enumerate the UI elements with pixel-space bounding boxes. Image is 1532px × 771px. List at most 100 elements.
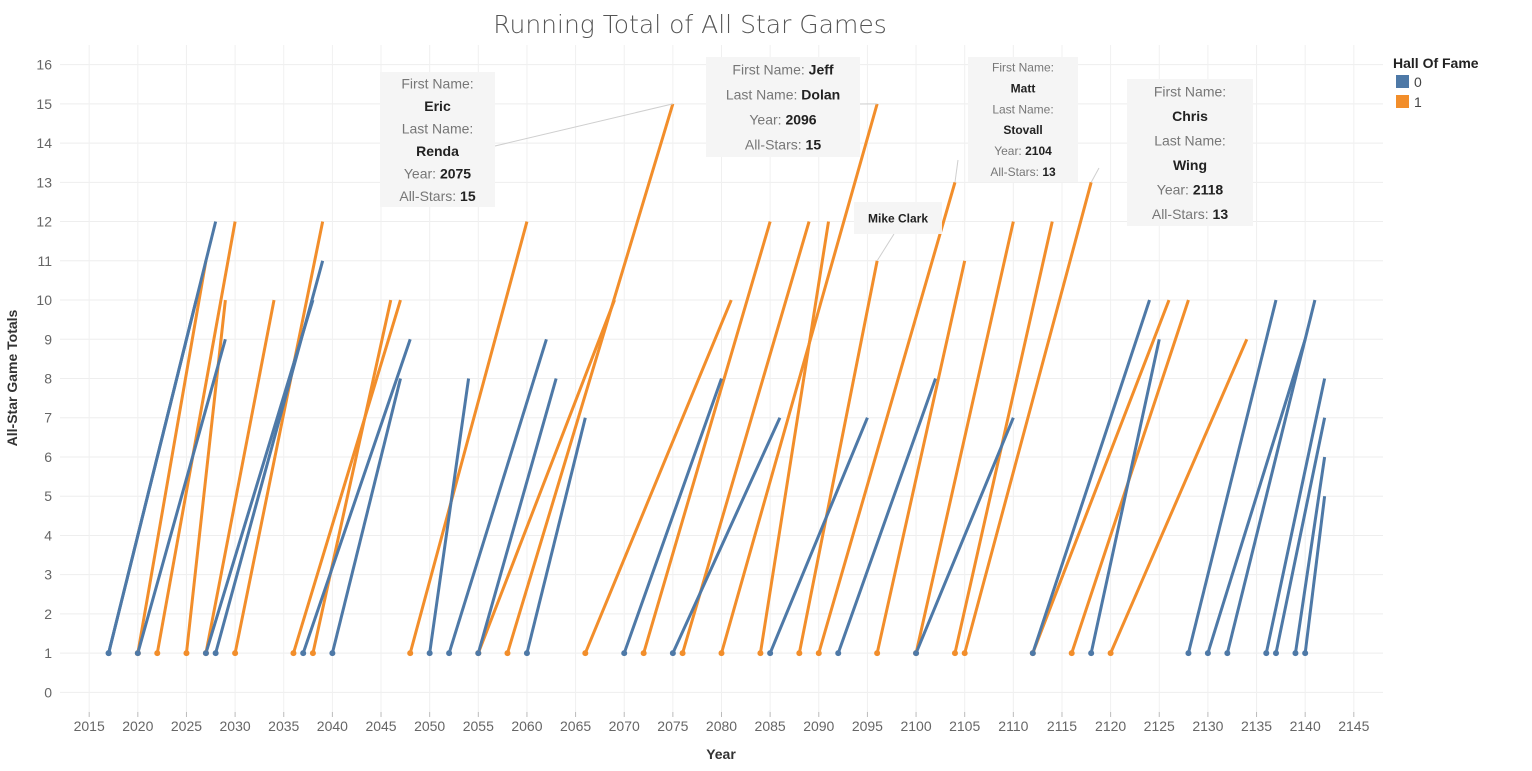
x-tick-label: 2100 bbox=[900, 718, 931, 734]
series-line bbox=[914, 417, 1015, 654]
y-axis-label: All-Star Game Totals bbox=[4, 309, 20, 446]
series-line bbox=[506, 103, 675, 654]
series-line bbox=[720, 103, 879, 654]
annotation-line: Last Name: bbox=[992, 102, 1053, 116]
x-tick-label: 2125 bbox=[1144, 718, 1175, 734]
y-tick-label: 3 bbox=[44, 567, 52, 583]
y-tick-label: 1 bbox=[44, 645, 52, 661]
x-tick-label: 2075 bbox=[657, 718, 688, 734]
series-point bbox=[951, 650, 958, 657]
series-point bbox=[504, 650, 511, 657]
series-line bbox=[204, 299, 315, 654]
series-point bbox=[202, 650, 209, 657]
x-tick-label: 2095 bbox=[852, 718, 883, 734]
series-line bbox=[136, 260, 208, 654]
legend-swatch bbox=[1396, 75, 1409, 88]
annotation-line: Year: 2118 bbox=[1157, 181, 1224, 197]
series-point bbox=[815, 650, 822, 657]
y-tick-label: 10 bbox=[36, 292, 52, 308]
annotations: First Name: Eric Last Name: Renda Year: 2075… bbox=[380, 57, 1253, 262]
x-tick-label: 2055 bbox=[463, 718, 494, 734]
series-lines bbox=[107, 103, 1327, 654]
series-line bbox=[447, 338, 548, 654]
x-tick-label: 2115 bbox=[1047, 718, 1077, 734]
annotation-line: All-Stars: 13 bbox=[990, 165, 1056, 179]
x-tick-label: 2025 bbox=[171, 718, 202, 734]
x-tick-label: 2105 bbox=[949, 718, 980, 734]
x-tick-label: 2145 bbox=[1338, 718, 1369, 734]
annotation-box bbox=[968, 57, 1078, 182]
series-line bbox=[428, 378, 471, 654]
x-tick-label: 2140 bbox=[1290, 718, 1321, 734]
annotation-box bbox=[854, 202, 942, 234]
annotation-line: All-Stars: 15 bbox=[399, 188, 475, 204]
series-line bbox=[107, 299, 198, 654]
series-point bbox=[582, 650, 589, 657]
y-tick-label: 4 bbox=[44, 527, 52, 543]
series-point bbox=[621, 650, 628, 657]
annotation-line: Eric bbox=[424, 98, 451, 114]
x-tick-label: 2130 bbox=[1192, 718, 1223, 734]
annotation-line: First Name: Jeff bbox=[732, 62, 833, 78]
y-tick-label: 16 bbox=[36, 57, 52, 73]
x-tick-label: 2120 bbox=[1095, 718, 1126, 734]
annotation-line: Year: 2104 bbox=[994, 144, 1052, 158]
series-point bbox=[913, 650, 920, 657]
annotation-line: Wing bbox=[1173, 157, 1207, 173]
series-line bbox=[1109, 338, 1249, 654]
series-line bbox=[184, 299, 227, 654]
x-tick-label: 2020 bbox=[122, 718, 153, 734]
series-point bbox=[1224, 650, 1231, 657]
series-point bbox=[134, 650, 141, 657]
series-point bbox=[426, 650, 433, 657]
annotation-line: Mike Clark bbox=[868, 211, 928, 225]
series-line bbox=[408, 221, 529, 654]
x-tick-label: 2035 bbox=[268, 718, 299, 734]
series-line bbox=[1264, 378, 1327, 654]
annotation-line: Year: 2096 bbox=[749, 112, 816, 128]
annotation-line: First Name: bbox=[1154, 83, 1226, 99]
y-tick-label: 2 bbox=[44, 606, 52, 622]
annotation-line: Last Name: bbox=[1154, 132, 1226, 148]
y-tick-label: 5 bbox=[44, 488, 52, 504]
series-line bbox=[155, 221, 237, 654]
series-line bbox=[476, 299, 616, 654]
x-tick-label: 2085 bbox=[755, 718, 786, 734]
x-tick-label: 2070 bbox=[609, 718, 640, 734]
series-line bbox=[875, 260, 967, 654]
series-point bbox=[669, 650, 676, 657]
series-point bbox=[475, 650, 482, 657]
series-line bbox=[330, 378, 402, 654]
series-line bbox=[642, 221, 772, 654]
series-point bbox=[679, 650, 686, 657]
series-point bbox=[874, 650, 881, 657]
legend-title: Hall Of Fame bbox=[1393, 55, 1479, 71]
annotation-line: Renda bbox=[416, 143, 459, 159]
annotation-line: First Name: bbox=[992, 61, 1054, 75]
annotation-leader bbox=[876, 233, 895, 262]
y-tick-label: 8 bbox=[44, 371, 52, 387]
series-line bbox=[1031, 299, 1171, 654]
y-tick-label: 14 bbox=[36, 135, 52, 151]
chart-title: Running Total of All Star Games bbox=[493, 10, 887, 39]
series-line bbox=[583, 299, 733, 654]
y-tick-label: 9 bbox=[44, 331, 52, 347]
series-line bbox=[1186, 299, 1278, 654]
series-point bbox=[961, 650, 968, 657]
series-point bbox=[290, 650, 297, 657]
series-line bbox=[817, 181, 957, 654]
series-line bbox=[476, 378, 558, 654]
y-tick-label: 11 bbox=[37, 253, 52, 269]
series-line bbox=[1089, 338, 1161, 654]
series-point bbox=[523, 650, 530, 657]
y-tick-label: 15 bbox=[36, 96, 52, 112]
annotation-box bbox=[1127, 79, 1253, 226]
series-point bbox=[1068, 650, 1075, 657]
series-line bbox=[671, 417, 782, 654]
annotation-line: All-Stars: 15 bbox=[745, 137, 821, 153]
annotation-line: All-Stars: 13 bbox=[1152, 206, 1228, 222]
series-points bbox=[105, 650, 1309, 657]
series-line bbox=[525, 417, 587, 654]
series-point bbox=[1302, 650, 1309, 657]
